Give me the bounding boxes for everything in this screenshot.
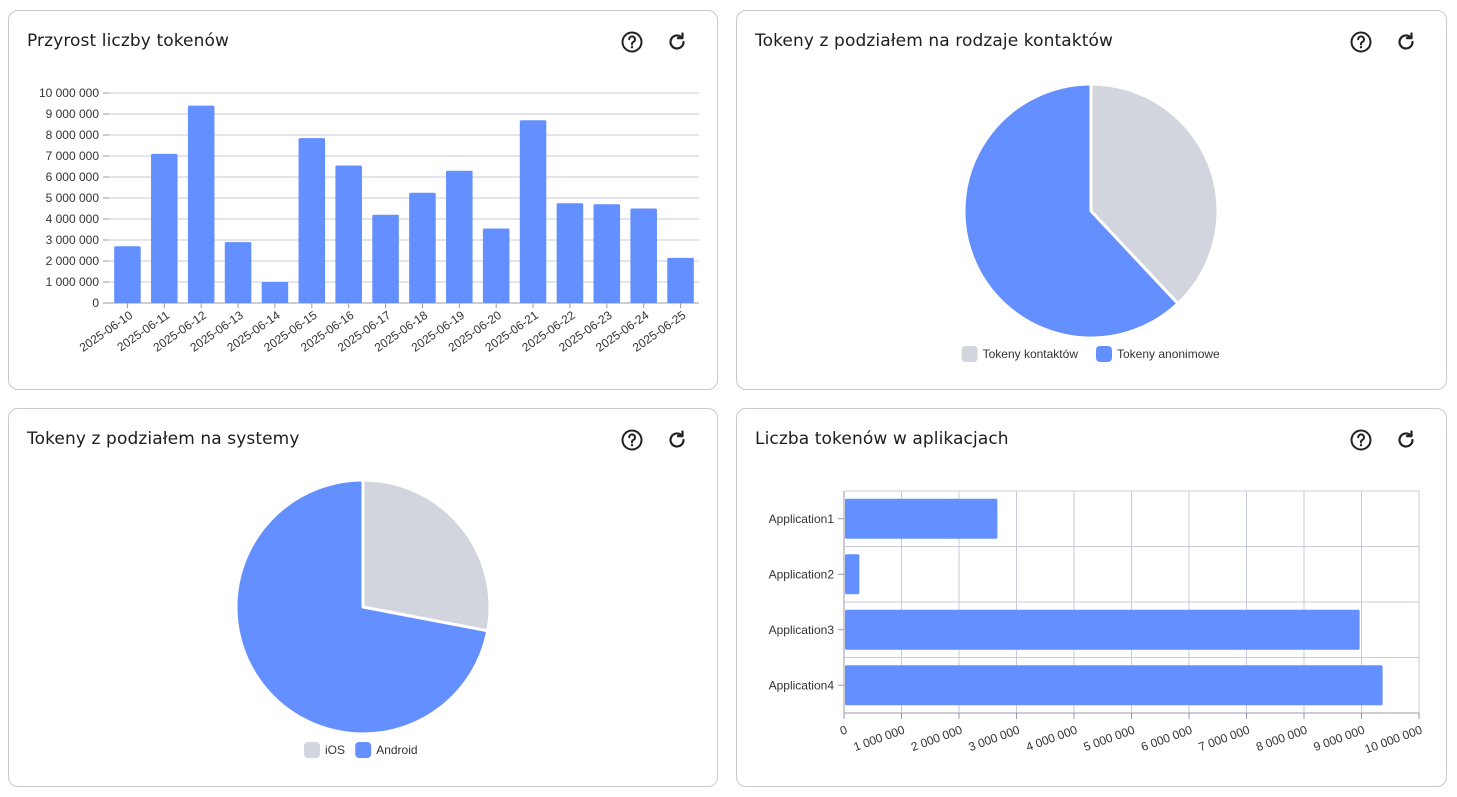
card-title: Tokeny z podziałem na rodzaje kontaktów <box>755 31 1114 51</box>
card-actions <box>620 428 689 452</box>
card-actions <box>1349 30 1418 54</box>
y-tick-label: 8 000 000 <box>46 128 100 142</box>
x-tick-label: 8 000 000 <box>1254 723 1309 755</box>
refresh-icon[interactable] <box>665 428 689 452</box>
x-tick-label: 3 000 000 <box>967 723 1022 755</box>
card-actions <box>620 30 689 54</box>
bar <box>261 282 289 303</box>
y-tick-label: 7 000 000 <box>46 149 100 163</box>
x-tick-label: 5 000 000 <box>1082 723 1137 755</box>
bar <box>593 204 621 303</box>
y-tick-label: 1 000 000 <box>46 275 100 289</box>
refresh-icon[interactable] <box>1394 30 1418 54</box>
card-actions <box>1349 428 1418 452</box>
x-tick-label: 1 000 000 <box>852 723 907 755</box>
bar <box>446 170 473 303</box>
contact-types-card: Tokeny z podziałem na rodzaje kontaktów … <box>736 10 1447 390</box>
help-circle-icon[interactable] <box>1349 30 1373 54</box>
bar <box>224 242 252 303</box>
bar <box>151 153 178 303</box>
legend-swatch <box>304 742 320 758</box>
y-tick-label: Application1 <box>769 512 835 526</box>
token-growth-card: Przyrost liczby tokenów 0 1 000 000 2 000 … <box>8 10 718 390</box>
bar <box>114 246 141 303</box>
y-tick-label: Application2 <box>769 567 835 581</box>
pie-legend: Tokeny kontaktów Tokeny anonimowe <box>961 346 1220 362</box>
bar <box>667 257 694 303</box>
x-tick-label: 10 000 000 <box>1363 723 1425 757</box>
legend-swatch <box>961 346 978 362</box>
legend-swatch <box>1096 346 1112 362</box>
help-circle-icon[interactable] <box>620 428 644 452</box>
y-tick-label: 10 000 000 <box>39 86 99 100</box>
pie-slice <box>234 478 490 736</box>
legend-label: Android <box>376 743 417 757</box>
bar <box>187 105 215 303</box>
y-tick-label: Application4 <box>769 678 835 692</box>
refresh-icon[interactable] <box>1394 428 1418 452</box>
bar <box>845 665 1383 706</box>
legend-swatch <box>355 742 372 758</box>
x-tick-label: 7 000 000 <box>1197 723 1252 755</box>
y-tick-label: Application3 <box>769 623 835 637</box>
pie-slice <box>962 82 1180 340</box>
systems-card: Tokeny z podziałem na systemy iOS Android <box>8 408 718 787</box>
bar <box>845 554 860 595</box>
bar <box>298 138 326 303</box>
x-tick-label: 0 <box>838 723 849 739</box>
systems-pie-chart: iOS Android <box>234 478 492 758</box>
legend-label: Tokeny anonimowe <box>1117 347 1220 361</box>
bar <box>482 228 510 303</box>
pie-slice <box>361 478 492 633</box>
y-tick-label: 9 000 000 <box>46 107 100 121</box>
bar <box>335 165 362 303</box>
bar <box>845 498 998 539</box>
legend-label: Tokeny kontaktów <box>983 347 1079 361</box>
card-title: Liczba tokenów w aplikacjach <box>755 429 1009 449</box>
x-tick-label: 6 000 000 <box>1139 723 1194 755</box>
bar <box>845 609 1360 650</box>
token-growth-bar-chart: 0 1 000 000 2 000 000 3 000 000 4 000 000 5 0… <box>39 86 699 355</box>
bar <box>630 208 657 303</box>
x-tick-label: 4 000 000 <box>1024 723 1079 755</box>
help-circle-icon[interactable] <box>1349 428 1373 452</box>
y-tick-label: 6 000 000 <box>46 170 100 184</box>
bar <box>409 192 436 303</box>
bar <box>372 214 399 303</box>
legend-label: iOS <box>325 743 345 757</box>
y-tick-label: 5 000 000 <box>46 191 100 205</box>
contact-types-pie-chart: Tokeny kontaktów Tokeny anonimowe <box>961 82 1220 362</box>
y-tick-label: 4 000 000 <box>46 212 100 226</box>
pie-legend: iOS Android <box>304 742 418 758</box>
bar <box>556 203 584 303</box>
help-circle-icon[interactable] <box>620 30 644 54</box>
y-tick-label: 2 000 000 <box>46 254 100 268</box>
y-tick-label: 3 000 000 <box>46 233 100 247</box>
x-tick-label: 2 000 000 <box>909 723 964 755</box>
refresh-icon[interactable] <box>665 30 689 54</box>
pie-slice <box>1089 82 1220 306</box>
y-tick-label: 0 <box>92 296 99 310</box>
bar <box>519 120 547 303</box>
x-tick-label: 9 000 000 <box>1312 723 1367 755</box>
card-title: Tokeny z podziałem na systemy <box>27 429 300 449</box>
card-title: Przyrost liczby tokenów <box>27 31 229 51</box>
